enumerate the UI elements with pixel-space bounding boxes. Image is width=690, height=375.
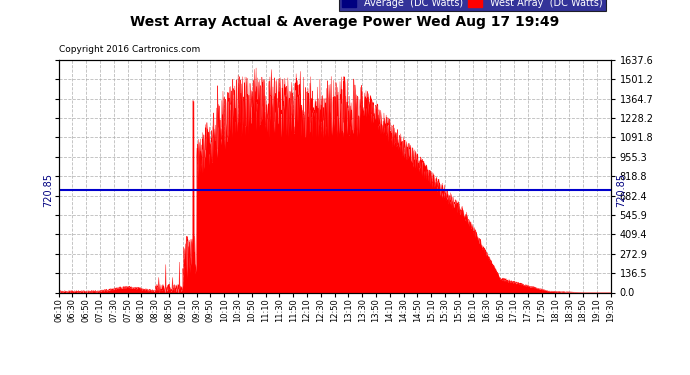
- Legend: Average  (DC Watts), West Array  (DC Watts): Average (DC Watts), West Array (DC Watts…: [339, 0, 606, 11]
- Text: Copyright 2016 Cartronics.com: Copyright 2016 Cartronics.com: [59, 45, 200, 54]
- Text: West Array Actual & Average Power Wed Aug 17 19:49: West Array Actual & Average Power Wed Au…: [130, 15, 560, 29]
- Text: 720.85: 720.85: [616, 173, 627, 207]
- Text: 720.85: 720.85: [43, 173, 53, 207]
